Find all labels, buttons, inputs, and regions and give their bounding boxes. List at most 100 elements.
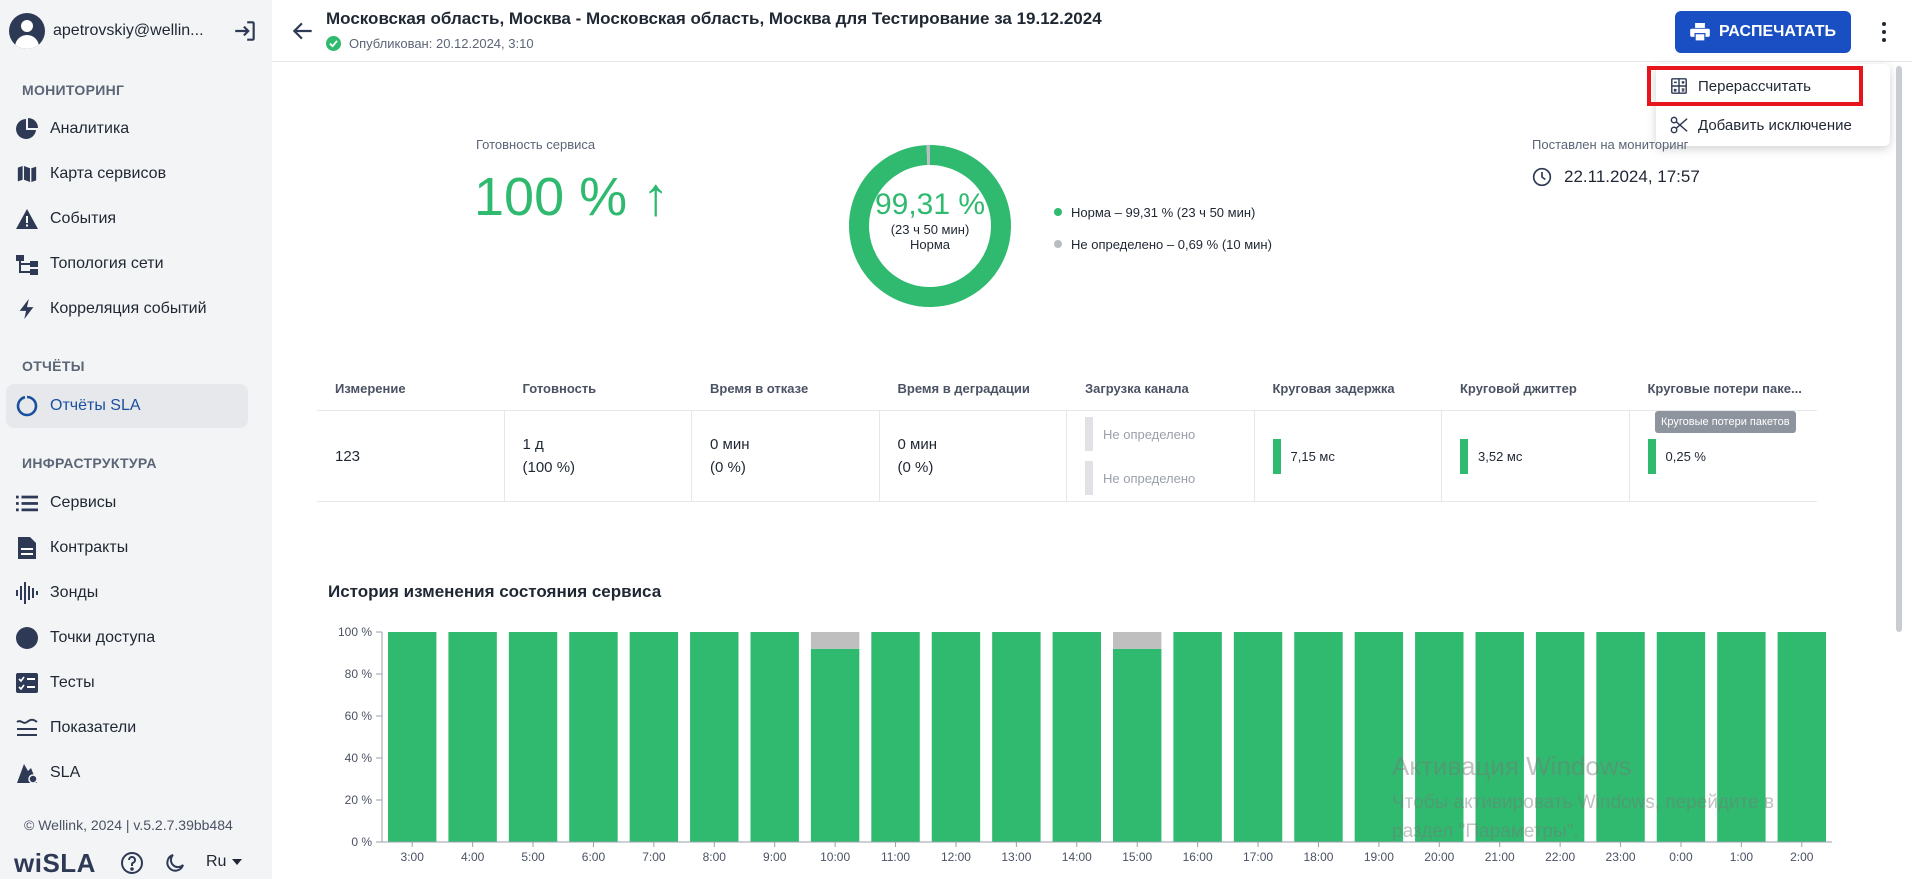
bar-normal[interactable] <box>1053 632 1101 842</box>
bar-normal[interactable] <box>1778 632 1826 842</box>
y-tick-label: 0 % <box>351 835 372 849</box>
donut-legend: Норма – 99,31 % (23 ч 50 мин) Не определ… <box>1054 196 1272 260</box>
scrollbar[interactable] <box>1896 66 1902 632</box>
cell-jitter: 3,52 мс <box>1442 411 1630 501</box>
sidebar-item-correlation[interactable]: Корреляция событий <box>6 287 248 331</box>
sidebar-item-sla[interactable]: SLA <box>6 751 248 795</box>
sidebar-item-label: Сервисы <box>50 494 116 512</box>
sidebar-item-label: Точки доступа <box>50 629 155 647</box>
y-tick-label: 80 % <box>345 667 373 681</box>
bar-normal[interactable] <box>751 632 799 842</box>
sidebar-item-probes[interactable]: Зонды <box>6 571 248 615</box>
column-header[interactable]: Круговые потери паке... <box>1630 366 1818 410</box>
x-tick-label: 8:00 <box>703 850 727 864</box>
check-circle-icon <box>326 36 341 51</box>
sidebar-item-sla-reports[interactable]: Отчёты SLA <box>6 384 248 428</box>
metric-bar <box>1648 439 1656 474</box>
cell-value: (0 %) <box>898 456 1067 479</box>
bar-normal[interactable] <box>690 632 738 842</box>
sidebar-item-tests[interactable]: Тесты <box>6 661 248 705</box>
sidebar-item-contracts[interactable]: Контракты <box>6 526 248 570</box>
bar-normal[interactable] <box>1113 649 1161 842</box>
sidebar-item-indicators[interactable]: Показатели <box>6 706 248 750</box>
bar-normal[interactable] <box>871 632 919 842</box>
sidebar-item-label: Зонды <box>50 584 98 602</box>
cell-value: 0 мин <box>710 433 879 456</box>
cell-value: 123 <box>335 445 504 468</box>
column-header[interactable]: Круговой джиттер <box>1442 366 1630 410</box>
bar-normal[interactable] <box>509 632 557 842</box>
sidebar-item-topology[interactable]: Топология сети <box>6 242 248 286</box>
x-tick-label: 2:00 <box>1790 850 1814 864</box>
watermark-text: раздел "Параметры". <box>1392 821 1579 843</box>
sidebar: apetrovskiy@wellin... МОНИТОРИНГ Аналити… <box>0 0 272 879</box>
cell-value: 1 д <box>523 433 692 456</box>
cell-value: (0 %) <box>710 456 879 479</box>
bar-normal[interactable] <box>569 632 617 842</box>
menu-item-add-exception[interactable]: Добавить исключение <box>1656 106 1890 144</box>
cell-value: 0 мин <box>898 433 1067 456</box>
bar-normal[interactable] <box>992 632 1040 842</box>
x-tick-label: 1:00 <box>1730 850 1754 864</box>
legend-dot <box>1054 240 1062 248</box>
bar-normal[interactable] <box>448 632 496 842</box>
page-header: Московская область, Москва - Московская … <box>272 0 1912 62</box>
chevron-down-icon <box>232 859 242 865</box>
bar-normal[interactable] <box>1234 632 1282 842</box>
cell-measurement: 123 <box>317 411 505 501</box>
metric-bar <box>1085 417 1093 451</box>
column-header[interactable]: Загрузка канала <box>1067 366 1255 410</box>
topology-icon <box>14 251 40 277</box>
column-header[interactable]: Время в деградации <box>880 366 1068 410</box>
column-header[interactable]: Измерение <box>317 366 505 410</box>
cell-value: 3,52 мс <box>1478 445 1522 468</box>
x-tick-label: 18:00 <box>1303 850 1333 864</box>
metric: 7,15 мс <box>1273 439 1442 474</box>
published-text: Опубликован: 20.12.2024, 3:10 <box>349 36 534 51</box>
bar-undefined[interactable] <box>1113 632 1161 649</box>
help-icon[interactable] <box>120 851 144 880</box>
sidebar-item-label: SLA <box>50 764 80 782</box>
x-tick-label: 14:00 <box>1062 850 1092 864</box>
sidebar-item-service-map[interactable]: Карта сервисов <box>6 152 248 196</box>
column-header[interactable]: Готовность <box>505 366 693 410</box>
bar-normal[interactable] <box>932 632 980 842</box>
language-value: Ru <box>206 853 226 871</box>
bar-normal[interactable] <box>1294 632 1342 842</box>
bar-normal[interactable] <box>1173 632 1221 842</box>
bar-undefined[interactable] <box>811 632 859 649</box>
published-status: Опубликован: 20.12.2024, 3:10 <box>326 36 534 51</box>
x-tick-label: 7:00 <box>642 850 666 864</box>
language-select[interactable]: Ru <box>206 853 242 871</box>
metrics-icon <box>14 715 40 741</box>
readiness-value: 100 % ↑ <box>474 166 669 228</box>
highlight-box <box>1647 66 1863 106</box>
history-title: История изменения состояния сервиса <box>328 582 661 602</box>
x-tick-label: 15:00 <box>1122 850 1152 864</box>
map-icon <box>14 161 40 187</box>
more-menu-icon[interactable] <box>1872 18 1896 46</box>
column-header[interactable]: Круговая задержка <box>1255 366 1443 410</box>
tooltip: Круговые потери пакетов <box>1655 411 1796 433</box>
sidebar-item-label: Топология сети <box>50 255 164 273</box>
cell-value: (100 %) <box>523 456 692 479</box>
sidebar-item-access-points[interactable]: Точки доступа <box>6 616 248 660</box>
donut-center: 99,31 % (23 ч 50 мин) Норма <box>830 188 1030 252</box>
sidebar-item-analytics[interactable]: Аналитика <box>6 107 248 151</box>
logout-icon[interactable] <box>232 18 258 44</box>
bar-normal[interactable] <box>388 632 436 842</box>
sla-icon <box>14 760 40 786</box>
print-button[interactable]: РАСПЕЧАТАТЬ <box>1675 11 1851 53</box>
column-header[interactable]: Время в отказе <box>692 366 880 410</box>
sidebar-item-events[interactable]: События <box>6 197 248 241</box>
bar-normal[interactable] <box>811 649 859 842</box>
watermark-text: Чтобы активировать Windows, перейдите в <box>1392 792 1774 814</box>
cell-value: 7,15 мс <box>1291 445 1335 468</box>
sidebar-item-services[interactable]: Сервисы <box>6 481 248 525</box>
metric-bar <box>1085 461 1093 495</box>
x-tick-label: 12:00 <box>941 850 971 864</box>
bar-normal[interactable] <box>630 632 678 842</box>
moon-icon[interactable] <box>163 851 187 880</box>
back-arrow-icon[interactable] <box>290 18 316 44</box>
cell-delay: 7,15 мс <box>1255 411 1443 501</box>
